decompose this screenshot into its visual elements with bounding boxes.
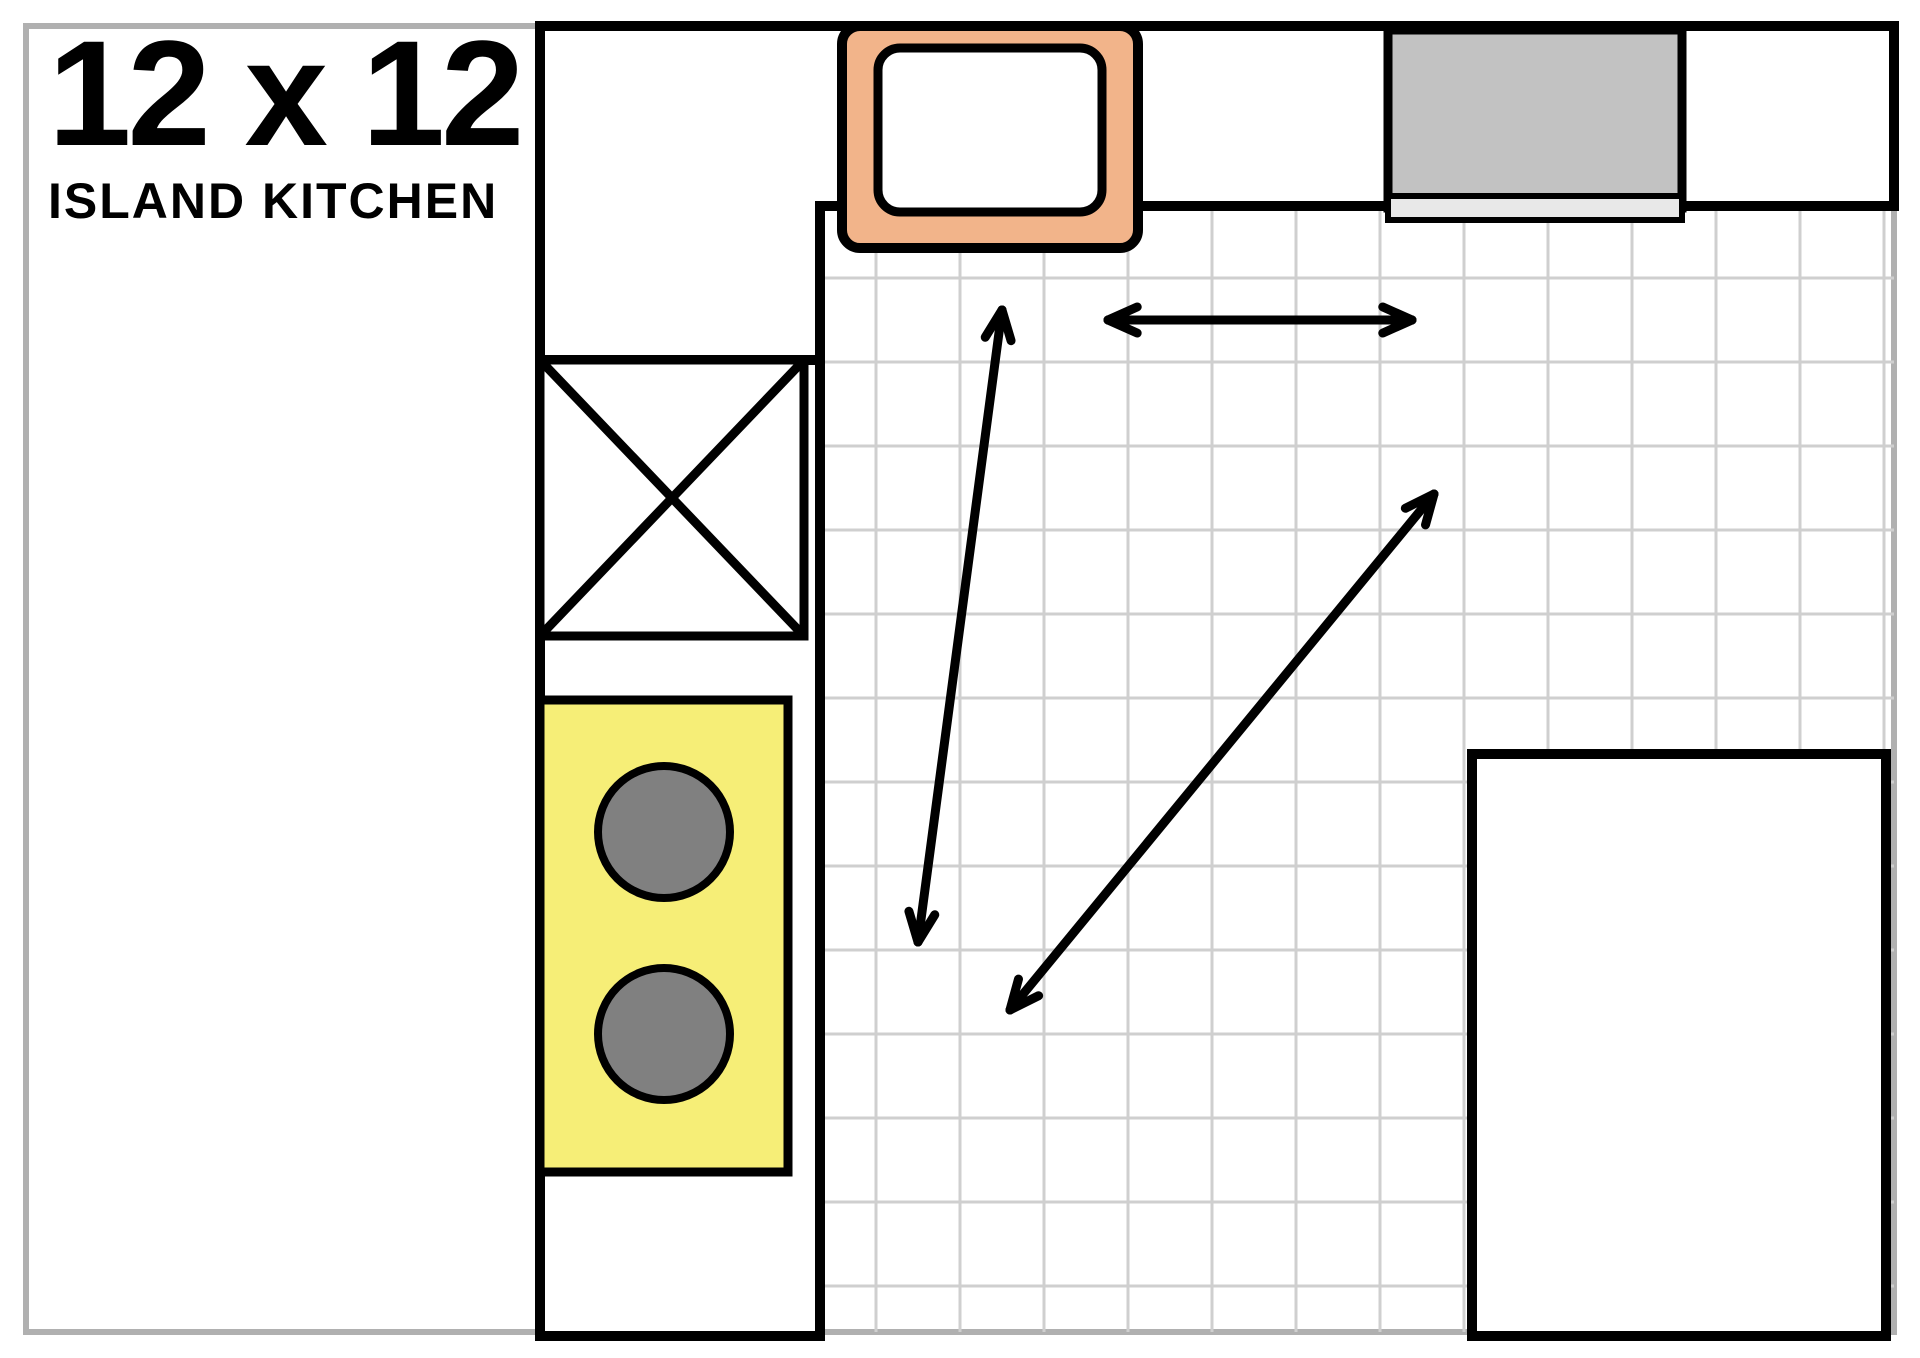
title-block: 12 x 12 ISLAND KITCHEN	[48, 18, 520, 230]
sink-basin	[878, 48, 1102, 212]
dishwasher-icon	[1388, 30, 1682, 208]
burner-2	[598, 968, 730, 1100]
dishwasher-handle	[1388, 196, 1682, 220]
title-big: 12 x 12	[48, 18, 520, 168]
title-sub: ISLAND KITCHEN	[48, 172, 520, 230]
island-icon	[1472, 754, 1886, 1336]
burner-1	[598, 766, 730, 898]
